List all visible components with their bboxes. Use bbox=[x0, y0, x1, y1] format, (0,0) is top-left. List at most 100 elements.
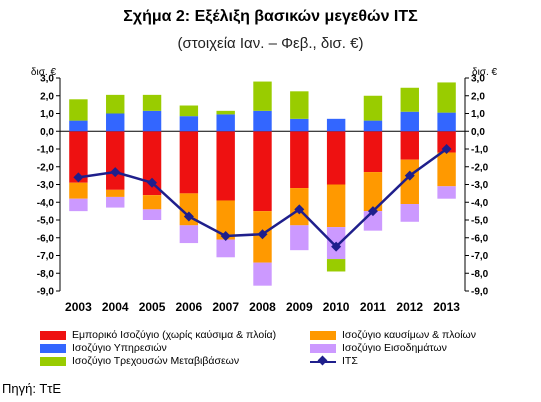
marker-current-account-2012 bbox=[404, 170, 415, 181]
legend-label-fuel: Ισοζύγιο καυσίμων & πλοίων bbox=[342, 329, 476, 341]
x-tick-label: 2011 bbox=[360, 300, 386, 314]
bar-transfers-2003 bbox=[69, 99, 88, 121]
bar-transfers-2009 bbox=[290, 91, 309, 119]
legend-label-trade: Εμπορικό Ισοζύγιο (χωρίς καύσιμα & πλοία… bbox=[72, 329, 277, 341]
bar-trade_ex_fuel-2005 bbox=[142, 131, 162, 196]
legend-swatch-trade bbox=[40, 330, 66, 340]
bar-trade_ex_fuel-2003 bbox=[69, 131, 88, 183]
bar-transfers-2006 bbox=[179, 105, 199, 117]
marker-current-account-2008 bbox=[257, 229, 268, 240]
chart-title: Σχήμα 2: Εξέλιξη βασικών μεγεθών ΙΤΣ bbox=[123, 8, 418, 25]
bar-transfers-2012 bbox=[400, 87, 419, 112]
y-tick-label-right: -4,0 bbox=[471, 198, 489, 209]
bar-transfers-2011 bbox=[363, 95, 383, 121]
y-tick-label-right: -8,0 bbox=[471, 269, 489, 280]
marker-current-account-2013 bbox=[441, 144, 452, 154]
bar-transfers-2008 bbox=[253, 81, 272, 111]
x-tick-label: 2008 bbox=[249, 300, 276, 314]
bar-fuel-2012 bbox=[400, 159, 419, 205]
bar-trade_ex_fuel-2008 bbox=[253, 131, 272, 212]
marker-current-account-2006 bbox=[183, 211, 194, 222]
y-tick-label-left: -4,0 bbox=[37, 198, 55, 209]
bar-services-2008 bbox=[253, 110, 272, 132]
chart-subtitle: (στοιχεία Ιαν. – Φεβ., δισ. €) bbox=[177, 35, 364, 52]
y-tick-label-right: 0,0 bbox=[471, 127, 485, 138]
bar-trade_ex_fuel-2011 bbox=[363, 131, 383, 173]
x-tick-label: 2003 bbox=[65, 300, 92, 314]
x-tick-label: 2013 bbox=[433, 300, 460, 314]
legend-item-current-account: ΙΤΣ bbox=[310, 355, 358, 367]
y-tick-label-right: -3,0 bbox=[471, 180, 489, 191]
bar-income-2009 bbox=[290, 225, 309, 251]
bar-trade_ex_fuel-2004 bbox=[106, 131, 125, 190]
bar-income-2004 bbox=[106, 196, 125, 208]
bar-fuel-2003 bbox=[69, 182, 88, 199]
y-tick-label-left: 0,0 bbox=[40, 127, 54, 138]
marker-current-account-2007 bbox=[220, 230, 231, 241]
x-tick-label: 2012 bbox=[396, 300, 423, 314]
bar-transfers-2007 bbox=[216, 110, 235, 115]
bar-fuel-2005 bbox=[142, 195, 162, 210]
bar-fuel-2013 bbox=[437, 152, 456, 187]
y-tick-label-right: 1,0 bbox=[471, 109, 485, 120]
bar-services-2013 bbox=[437, 112, 456, 132]
marker-current-account-2009 bbox=[294, 204, 305, 215]
bar-income-2005 bbox=[142, 209, 162, 220]
legend-swatch-current-account bbox=[310, 357, 336, 366]
x-tick-label: 2006 bbox=[176, 300, 203, 314]
source-note: Πηγή: ΤτΕ bbox=[2, 381, 62, 396]
bar-transfers-2005 bbox=[142, 94, 162, 111]
marker-current-account-2003 bbox=[73, 172, 84, 183]
x-tick-label: 2005 bbox=[139, 300, 166, 314]
bar-services-2006 bbox=[179, 116, 199, 132]
legend-label-services: Ισοζύγιο Υπηρεσιών bbox=[72, 342, 167, 354]
bar-income-2007 bbox=[216, 239, 235, 258]
bar-trade_ex_fuel-2010 bbox=[326, 131, 346, 185]
y-tick-label-left: -6,0 bbox=[37, 233, 55, 244]
y-tick-label-left: -1,0 bbox=[37, 145, 55, 156]
y-tick-label-right: -1,0 bbox=[471, 145, 489, 156]
y-tick-label-left: -9,0 bbox=[37, 287, 55, 298]
right-axis-unit: δισ. € bbox=[472, 67, 498, 78]
y-tick-label-left: -8,0 bbox=[37, 269, 55, 280]
bar-trade_ex_fuel-2012 bbox=[400, 131, 419, 160]
y-tick-label-left: -5,0 bbox=[37, 216, 55, 227]
bar-income-2008 bbox=[253, 262, 272, 286]
y-tick-label-left: 2,0 bbox=[40, 91, 54, 102]
chart-plot: 3,0 3,0 2,0 2,0 1,0 1,0 0,0 0,0 -1,0 -1,0 -2,0 -2,0… bbox=[31, 67, 498, 314]
bar-income-2003 bbox=[69, 198, 88, 212]
y-tick-label-right: -6,0 bbox=[471, 233, 489, 244]
legend-label-income: Ισοζύγιο Εισοδημάτων bbox=[342, 342, 447, 354]
bar-services-2012 bbox=[400, 111, 419, 132]
y-tick-label-right: -2,0 bbox=[471, 162, 489, 173]
bar-fuel-2004 bbox=[106, 189, 125, 197]
legend-label-transfers: Ισοζύγιο Τρεχουσών Μεταβιβάσεων bbox=[72, 355, 240, 367]
bar-services-2009 bbox=[290, 118, 309, 132]
legend-item-services: Ισοζύγιο Υπηρεσιών bbox=[40, 342, 167, 354]
bar-income-2006 bbox=[179, 225, 199, 244]
bar-fuel-2011 bbox=[363, 172, 383, 212]
bar-income-2013 bbox=[437, 186, 456, 199]
bar-trade_ex_fuel-2006 bbox=[179, 131, 199, 194]
y-tick-label-right: -7,0 bbox=[471, 251, 489, 262]
bar-fuel-2007 bbox=[216, 200, 235, 240]
bar-services-2010 bbox=[326, 118, 346, 132]
bar-trade_ex_fuel-2009 bbox=[290, 131, 309, 189]
marker-current-account-2004 bbox=[110, 167, 121, 178]
y-tick-label-left: 1,0 bbox=[40, 109, 54, 120]
marker-current-account-2010 bbox=[331, 241, 342, 252]
y-tick-label-left: -2,0 bbox=[37, 162, 55, 173]
y-tick-label-right: -9,0 bbox=[471, 287, 489, 298]
y-tick-label-left: 3,0 bbox=[40, 74, 54, 85]
legend-swatch-fuel bbox=[310, 330, 336, 340]
marker-current-account-2005 bbox=[147, 177, 158, 188]
legend-item-income: Ισοζύγιο Εισοδημάτων bbox=[310, 342, 447, 354]
legend-swatch-services bbox=[40, 343, 66, 353]
x-tick-label: 2009 bbox=[286, 300, 313, 314]
bar-transfers-2004 bbox=[106, 94, 125, 114]
legend-swatch-income bbox=[310, 343, 336, 353]
x-tick-label: 2010 bbox=[323, 300, 350, 314]
bar-income-2012 bbox=[400, 204, 419, 222]
y-tick-label-right: -5,0 bbox=[471, 216, 489, 227]
bar-fuel-2006 bbox=[179, 193, 199, 226]
